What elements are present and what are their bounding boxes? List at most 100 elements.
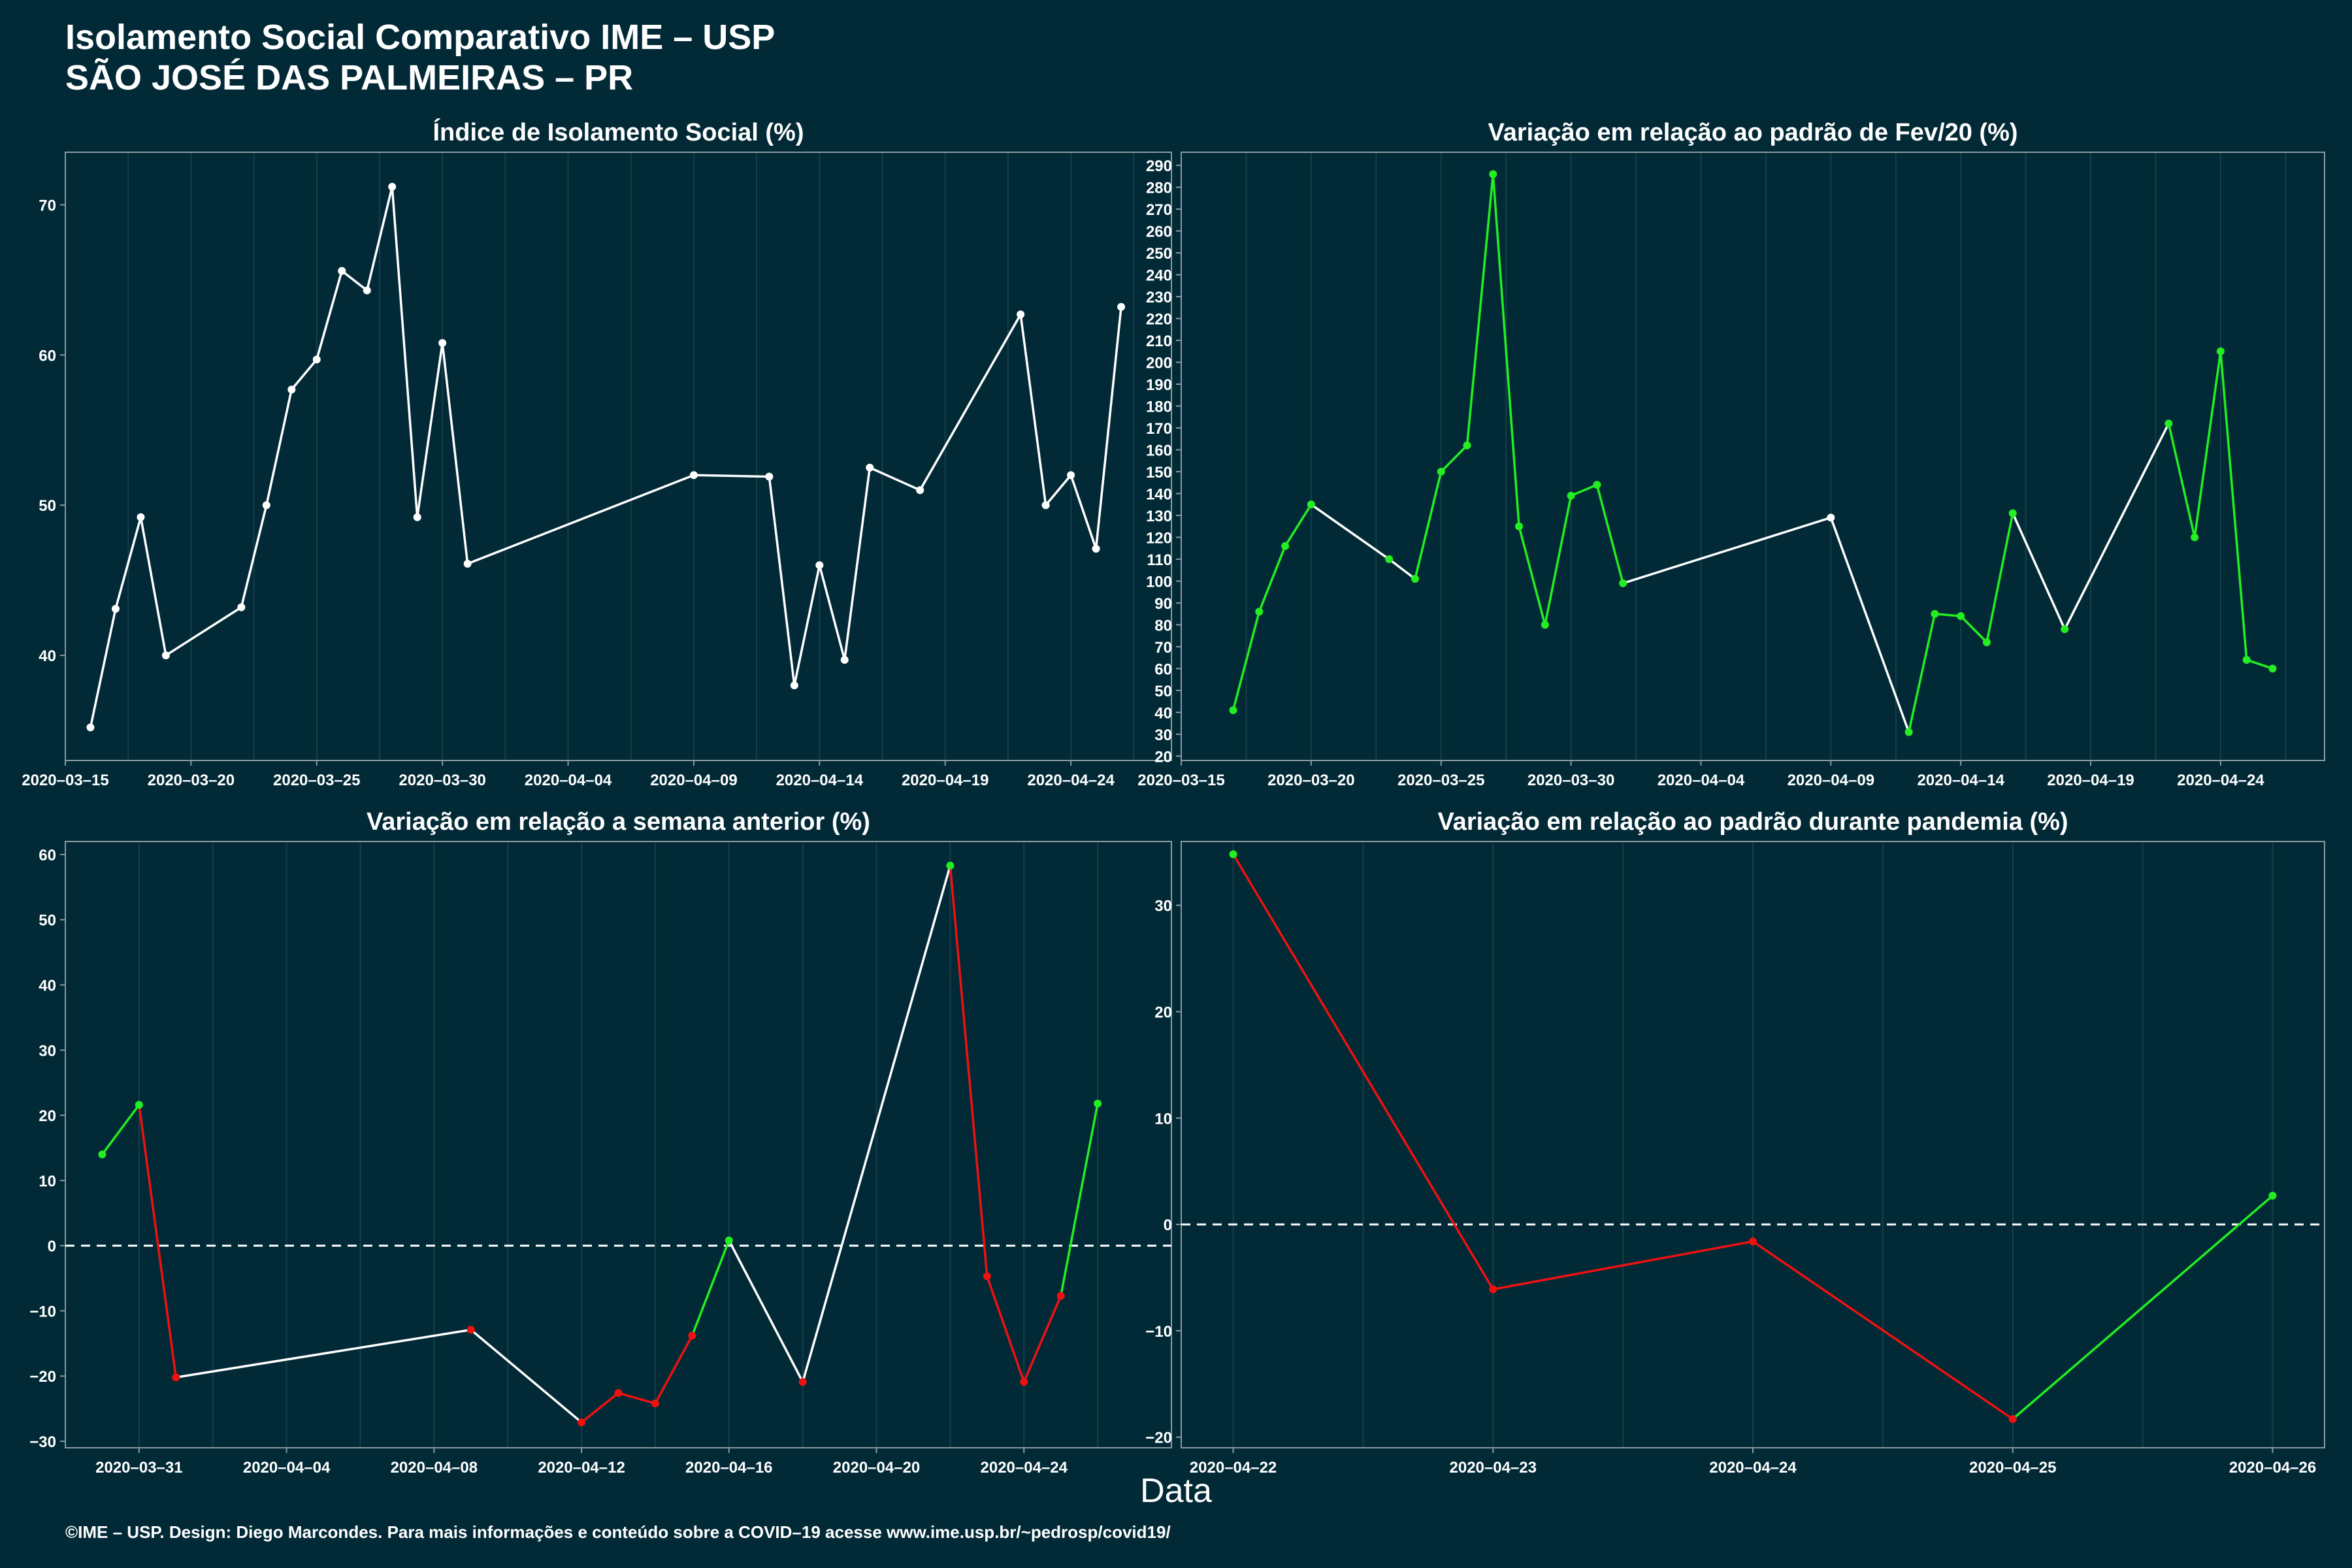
series-segment <box>138 1104 178 1378</box>
series-segment <box>1907 613 1936 732</box>
chart-title-line1: Isolamento Social Comparativo IME – USP <box>65 18 776 57</box>
y-tick-label: 0 <box>1164 1217 1172 1234</box>
data-point <box>1489 1285 1497 1294</box>
data-point <box>2268 1192 2277 1200</box>
y-tick-label: 180 <box>1146 398 1172 416</box>
series-segment <box>101 1104 140 1156</box>
data-point <box>2164 419 2173 428</box>
data-point <box>1229 850 1237 858</box>
y-tick-label: 30 <box>1154 727 1172 744</box>
y-tick-label: 270 <box>1146 201 1172 219</box>
data-point <box>262 501 270 510</box>
data-point <box>840 655 849 664</box>
series-segment <box>139 517 167 656</box>
data-point <box>466 1326 475 1334</box>
y-tick-label: 210 <box>1146 333 1172 350</box>
data-point <box>614 1389 623 1397</box>
series-segment <box>1045 474 1072 506</box>
y-tick-label: 40 <box>1154 704 1172 722</box>
data-point <box>363 286 371 295</box>
data-point <box>463 559 472 568</box>
series-segment <box>691 1240 730 1337</box>
series-segment <box>89 608 117 728</box>
data-point <box>1229 706 1237 714</box>
series-segment <box>466 474 694 565</box>
series-segment <box>2012 512 2066 630</box>
series-segment <box>1465 174 1495 446</box>
y-tick-label: 10 <box>39 1173 56 1190</box>
x-tick-label: 2020–03–15 <box>1137 772 1224 789</box>
data-point <box>1541 621 1549 629</box>
data-point <box>689 471 698 480</box>
y-tick-label: 260 <box>1146 223 1172 241</box>
y-tick-label: 200 <box>1146 354 1172 372</box>
y-tick-label: 50 <box>39 912 56 930</box>
x-tick-label: 2020–04–25 <box>1969 1459 2056 1477</box>
data-point <box>578 1418 586 1427</box>
x-tick-label: 2020–04–19 <box>2047 772 2134 789</box>
data-point <box>111 604 120 613</box>
y-tick-label: 50 <box>1154 683 1172 700</box>
data-point <box>338 267 346 275</box>
data-point <box>790 681 798 690</box>
series-segment <box>1935 612 1961 617</box>
x-tick-label: 2020–03–25 <box>273 772 360 789</box>
data-point <box>1094 1100 1102 1108</box>
series-segment <box>2063 423 2170 630</box>
y-tick-label: 250 <box>1146 245 1172 263</box>
y-tick-label: 100 <box>1146 573 1172 591</box>
data-point <box>798 1378 807 1386</box>
panel-border <box>1181 152 2325 761</box>
series-segment <box>1414 471 1443 580</box>
data-point <box>413 513 421 521</box>
data-point <box>1489 170 1497 178</box>
x-tick-label: 2020–04–26 <box>2229 1459 2316 1477</box>
panel-title: Variação em relação a semana anterior (%… <box>367 808 870 836</box>
y-tick-label: 0 <box>48 1238 56 1256</box>
series-segment <box>240 504 268 608</box>
series-segment <box>165 606 242 657</box>
x-tick-label: 2020–04–19 <box>902 772 988 789</box>
data-point <box>2191 533 2199 542</box>
y-tick-label: 130 <box>1146 508 1172 525</box>
title-block: Isolamento Social Comparativo IME – USP … <box>65 17 775 98</box>
series-segment <box>986 1275 1025 1382</box>
data-point <box>2008 1415 2017 1424</box>
data-point <box>1281 542 1290 550</box>
series-segment <box>1959 615 1988 644</box>
series-segment <box>869 466 921 491</box>
x-tick-label: 2020–04–04 <box>525 772 612 789</box>
series-segment <box>768 476 796 686</box>
y-tick-label: 60 <box>39 847 56 864</box>
series-segment <box>793 564 821 686</box>
series-segment <box>176 1328 472 1379</box>
data-point <box>1515 522 1524 531</box>
y-tick-label: 20 <box>39 1107 56 1125</box>
data-point <box>388 182 397 191</box>
x-tick-label: 2020–04–23 <box>1450 1459 1537 1477</box>
series-segment <box>818 564 846 661</box>
series-segment <box>1094 306 1122 549</box>
panel-border <box>65 152 1172 761</box>
series-segment <box>2012 1194 2274 1420</box>
data-point <box>98 1150 106 1158</box>
chart-title-line2: SÃO JOSÉ DAS PALMEIRAS – PR <box>65 58 634 97</box>
data-point <box>1041 501 1050 510</box>
series-segment <box>366 186 393 291</box>
footer-credits: ©IME – USP. Design: Diego Marcondes. Par… <box>65 1522 1171 1542</box>
y-tick-label: 70 <box>39 197 56 214</box>
y-tick-label: 30 <box>39 1042 56 1060</box>
series-segment <box>1310 503 1390 561</box>
series-segment <box>1595 484 1624 584</box>
series-segment <box>1622 516 1831 585</box>
y-tick-label: −20 <box>29 1368 56 1386</box>
y-tick-label: 230 <box>1146 289 1172 306</box>
series-segment <box>2246 659 2274 670</box>
data-point <box>1307 500 1315 509</box>
data-point <box>866 463 874 472</box>
x-tick-label: 2020–03–25 <box>1397 772 1484 789</box>
data-point <box>1982 638 1991 647</box>
data-point <box>651 1399 659 1408</box>
series-segment <box>618 1392 656 1405</box>
series-segment <box>1284 504 1313 547</box>
